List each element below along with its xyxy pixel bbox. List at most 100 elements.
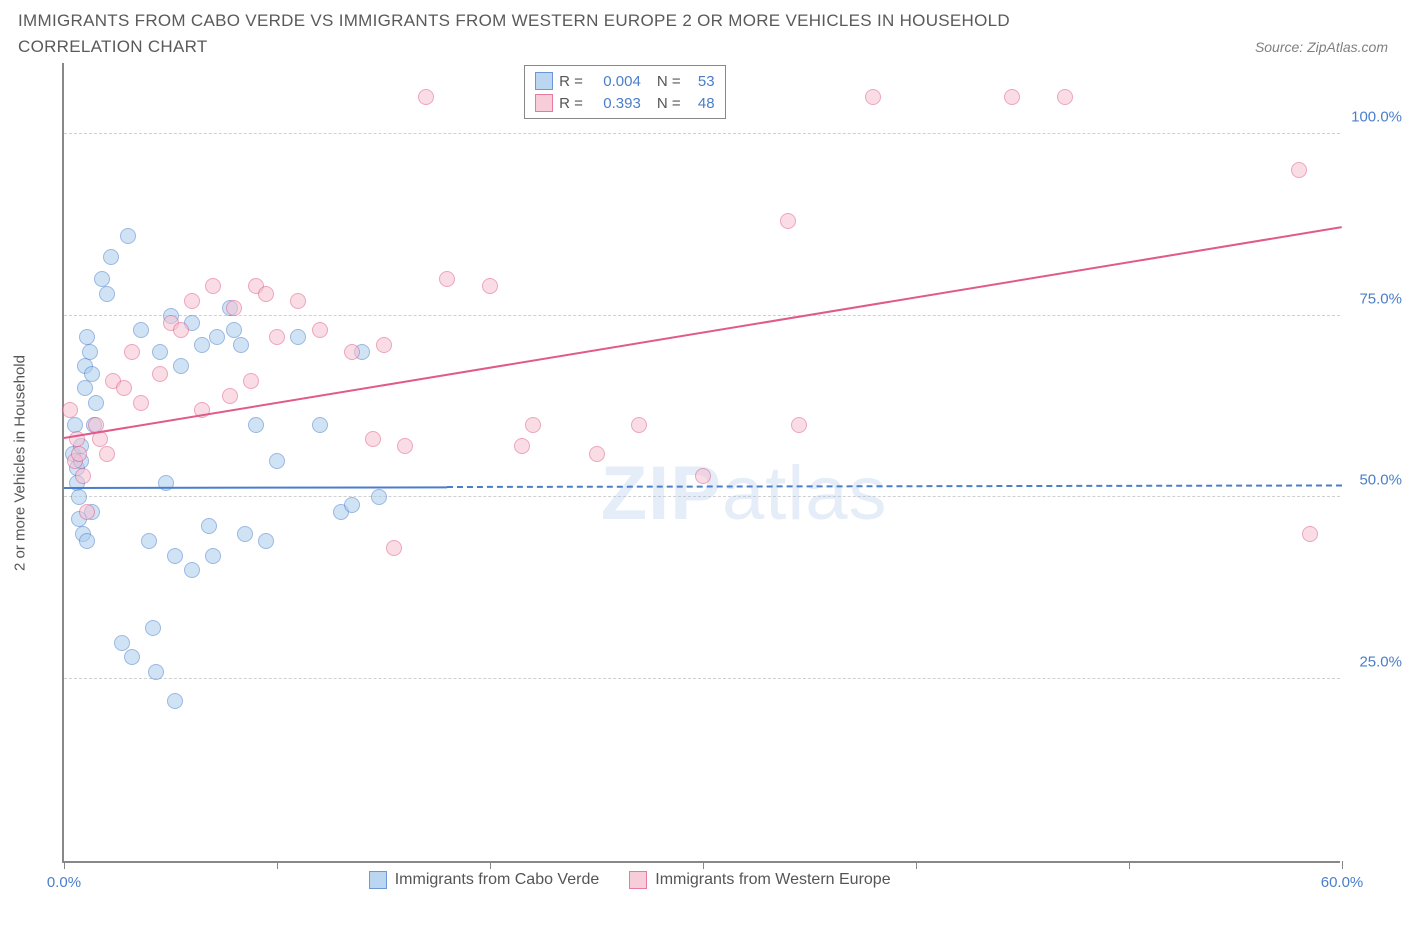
data-point	[371, 489, 387, 505]
x-tick	[64, 861, 65, 869]
legend-r-value: 0.393	[589, 95, 641, 112]
data-point	[114, 635, 130, 651]
data-point	[1057, 89, 1073, 105]
gridline	[64, 315, 1340, 316]
data-point	[226, 300, 242, 316]
data-point	[1302, 526, 1318, 542]
chart-container: 2 or more Vehicles in Household 25.0%50.…	[18, 63, 1388, 903]
data-point	[79, 533, 95, 549]
gridline	[64, 678, 1340, 679]
legend-r-label: R =	[559, 95, 583, 112]
x-tick	[1342, 861, 1343, 869]
data-point	[205, 278, 221, 294]
data-point	[205, 548, 221, 564]
y-tick-label: 75.0%	[1359, 290, 1402, 307]
data-point	[99, 286, 115, 302]
data-point	[248, 417, 264, 433]
data-point	[525, 417, 541, 433]
data-point	[67, 417, 83, 433]
data-point	[344, 344, 360, 360]
data-point	[133, 322, 149, 338]
data-point	[75, 468, 91, 484]
data-point	[1291, 162, 1307, 178]
data-point	[791, 417, 807, 433]
x-tick	[916, 861, 917, 869]
data-point	[589, 446, 605, 462]
data-point	[82, 344, 98, 360]
data-point	[1004, 89, 1020, 105]
data-point	[631, 417, 647, 433]
data-point	[243, 373, 259, 389]
x-tick	[490, 861, 491, 869]
legend-stats: R =0.004N =53R =0.393N =48	[524, 65, 726, 119]
data-point	[418, 89, 434, 105]
data-point	[71, 489, 87, 505]
data-point	[209, 329, 225, 345]
gridline	[64, 496, 1340, 497]
watermark: ZIPatlas	[601, 450, 888, 537]
y-tick-label: 100.0%	[1351, 108, 1402, 125]
legend-n-label: N =	[657, 73, 681, 90]
data-point	[77, 380, 93, 396]
data-point	[312, 417, 328, 433]
data-point	[269, 329, 285, 345]
data-point	[88, 395, 104, 411]
y-tick-label: 25.0%	[1359, 654, 1402, 671]
legend-r-value: 0.004	[589, 73, 641, 90]
data-point	[152, 344, 168, 360]
data-point	[780, 213, 796, 229]
data-point	[312, 322, 328, 338]
trend-line	[447, 484, 1342, 488]
data-point	[695, 468, 711, 484]
gridline	[64, 133, 1340, 134]
x-tick	[1129, 861, 1130, 869]
data-point	[258, 533, 274, 549]
data-point	[173, 358, 189, 374]
data-point	[865, 89, 881, 105]
data-point	[290, 293, 306, 309]
data-point	[124, 344, 140, 360]
data-point	[514, 438, 530, 454]
data-point	[482, 278, 498, 294]
legend-series-label: Immigrants from Cabo Verde	[395, 871, 600, 889]
chart-source: Source: ZipAtlas.com	[1255, 39, 1388, 55]
data-point	[94, 271, 110, 287]
data-point	[79, 504, 95, 520]
legend-series-label: Immigrants from Western Europe	[655, 871, 890, 889]
data-point	[120, 228, 136, 244]
data-point	[194, 337, 210, 353]
data-point	[71, 446, 87, 462]
legend-swatch	[369, 871, 387, 889]
data-point	[184, 293, 200, 309]
plot-area: 25.0%50.0%75.0%100.0%0.0%60.0%ZIPatlasR …	[62, 63, 1340, 863]
data-point	[148, 664, 164, 680]
x-tick-label: 60.0%	[1321, 874, 1364, 891]
x-tick-label: 0.0%	[47, 874, 81, 891]
data-point	[344, 497, 360, 513]
chart-title: IMMIGRANTS FROM CABO VERDE VS IMMIGRANTS…	[18, 8, 1118, 59]
data-point	[386, 540, 402, 556]
data-point	[103, 249, 119, 265]
data-point	[222, 388, 238, 404]
data-point	[145, 620, 161, 636]
data-point	[152, 366, 168, 382]
x-tick	[277, 861, 278, 869]
data-point	[184, 562, 200, 578]
data-point	[376, 337, 392, 353]
data-point	[397, 438, 413, 454]
y-tick-label: 50.0%	[1359, 472, 1402, 489]
legend-swatch	[629, 871, 647, 889]
legend-n-value: 53	[687, 73, 715, 90]
legend-n-value: 48	[687, 95, 715, 112]
legend-series: Immigrants from Cabo Verde Immigrants fro…	[369, 871, 891, 889]
data-point	[99, 446, 115, 462]
data-point	[124, 649, 140, 665]
y-axis-label: 2 or more Vehicles in Household	[12, 355, 29, 571]
legend-swatch	[535, 94, 553, 112]
data-point	[269, 453, 285, 469]
data-point	[258, 286, 274, 302]
data-point	[141, 533, 157, 549]
data-point	[237, 526, 253, 542]
data-point	[79, 329, 95, 345]
data-point	[233, 337, 249, 353]
